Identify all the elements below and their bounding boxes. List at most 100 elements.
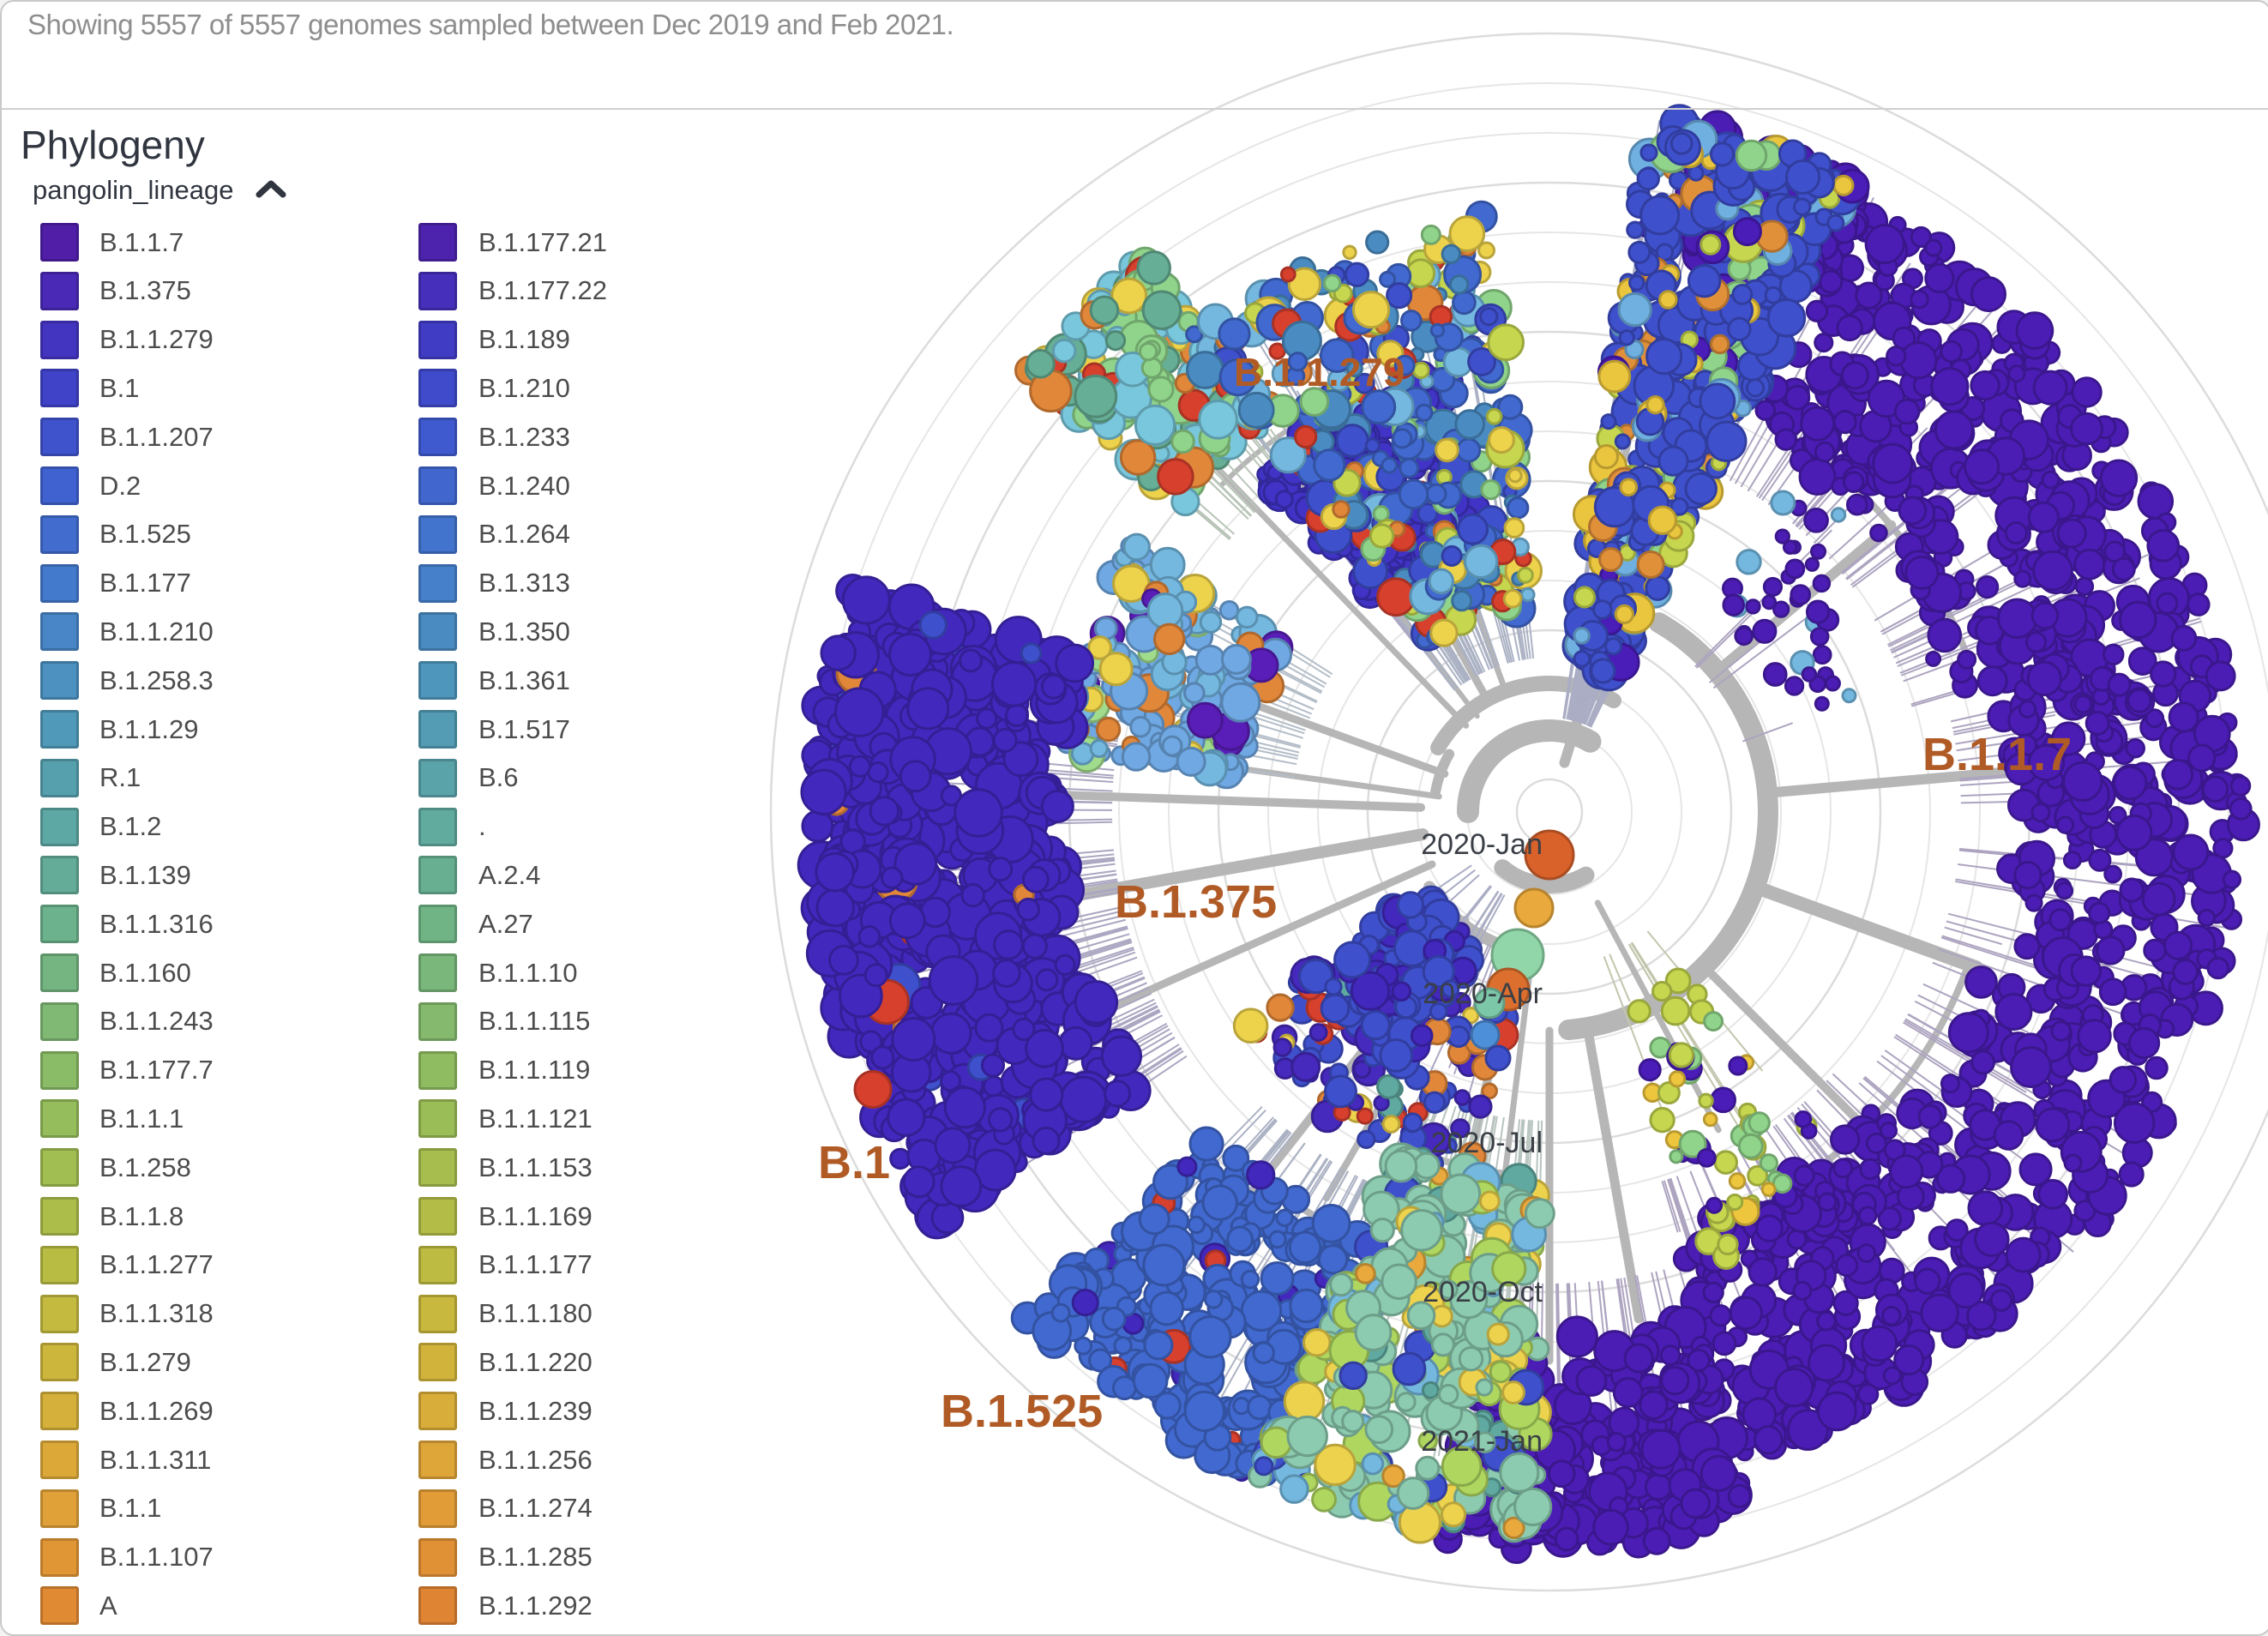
legend-swatch	[40, 1441, 79, 1479]
legend-item[interactable]: B.1.177	[40, 563, 191, 603]
legend-item[interactable]: A	[40, 1586, 117, 1626]
legend-item[interactable]: B.1.258.3	[40, 661, 214, 701]
legend-item[interactable]: B.1.1.292	[418, 1586, 593, 1626]
legend-label: B.1.1.318	[99, 1298, 214, 1329]
legend-item[interactable]: B.1.1.177	[418, 1245, 593, 1284]
legend-item[interactable]: B.1.313	[418, 563, 570, 603]
legend-item[interactable]: B.1.1.285	[418, 1537, 593, 1577]
legend-item[interactable]: B.1.177.7	[40, 1050, 214, 1090]
legend-item[interactable]: B.1.1.10	[418, 953, 577, 992]
legend-item[interactable]: B.1.1.269	[40, 1392, 214, 1431]
legend-item[interactable]: B.1.1.243	[40, 1001, 214, 1041]
legend-swatch	[40, 1537, 79, 1577]
legend-item[interactable]: B.1.1.277	[40, 1245, 214, 1284]
legend-item[interactable]: B.1.240	[418, 466, 570, 505]
legend-swatch	[418, 418, 457, 457]
legend-label: .	[478, 811, 486, 842]
legend-item[interactable]: B.1.1.121	[418, 1099, 593, 1139]
legend-swatch	[40, 223, 79, 262]
legend-item[interactable]: B.1.1.8	[40, 1197, 183, 1236]
legend-item[interactable]: B.1.279	[40, 1343, 191, 1382]
legend-label: B.1.1.121	[478, 1103, 593, 1134]
legend-item[interactable]: B.1.1.279	[40, 320, 214, 359]
legend-label: B.1.1.243	[99, 1006, 214, 1037]
tree-tips[interactable]	[797, 104, 2260, 1565]
legend-label: B.1.177	[99, 568, 191, 598]
legend-swatch	[418, 223, 457, 262]
legend-item[interactable]: A.27	[418, 905, 533, 944]
legend-swatch	[40, 1294, 79, 1333]
legend-item[interactable]: B.1.375	[40, 271, 191, 310]
legend-label: B.1.1.269	[99, 1395, 214, 1426]
legend-item[interactable]: B.1.1.180	[418, 1294, 593, 1333]
legend-item[interactable]: B.1.189	[418, 320, 570, 359]
legend-item[interactable]: B.1.1.256	[418, 1441, 593, 1479]
chevron-up-icon	[256, 175, 286, 206]
legend-item[interactable]: B.1.517	[418, 710, 570, 749]
legend-swatch	[40, 612, 79, 652]
legend-item[interactable]: B.1.361	[418, 661, 570, 701]
legend-item[interactable]: .	[418, 807, 486, 846]
legend-item[interactable]: B.1.1.318	[40, 1294, 214, 1333]
legend-item[interactable]: B.1.1.7	[40, 223, 183, 262]
legend-item[interactable]: B.1.1.115	[418, 1001, 590, 1041]
legend-item[interactable]: B.1.177.21	[418, 223, 607, 262]
legend-item[interactable]: B.1	[40, 369, 140, 408]
legend-item[interactable]: B.1.1.207	[40, 418, 214, 457]
legend-swatch	[418, 710, 457, 749]
legend-item[interactable]: B.1.1.107	[40, 1537, 214, 1577]
legend-label: B.6	[478, 762, 519, 793]
legend-item[interactable]: B.1.2	[40, 807, 161, 846]
legend-item[interactable]: B.1.160	[40, 953, 191, 992]
legend-item[interactable]: B.1.177.22	[418, 271, 607, 310]
legend-swatch	[418, 466, 457, 505]
legend-item[interactable]: B.1.1.1	[40, 1099, 183, 1139]
legend-swatch	[418, 320, 457, 359]
legend-item[interactable]: B.1.525	[40, 514, 191, 554]
legend-colorby-toggle[interactable]: pangolin_lineage	[33, 175, 286, 206]
legend-swatch	[40, 1099, 79, 1139]
legend-item[interactable]: R.1	[40, 758, 141, 797]
legend-item[interactable]: B.1.1.119	[418, 1050, 590, 1090]
legend-item[interactable]: B.1.350	[418, 612, 570, 652]
legend-swatch	[418, 1197, 457, 1236]
header-divider	[2, 108, 2268, 110]
legend-item[interactable]: B.1.233	[418, 418, 570, 457]
legend-item[interactable]: A.2.4	[418, 856, 540, 895]
legend-item[interactable]: B.1.1.169	[418, 1197, 593, 1236]
legend-swatch	[40, 1245, 79, 1284]
legend-item[interactable]: B.1.210	[418, 369, 570, 408]
legend-item[interactable]: B.1.1.153	[418, 1148, 593, 1188]
legend-label: B.1.1.256	[478, 1444, 593, 1475]
legend-swatch	[40, 1001, 79, 1041]
legend-item[interactable]: B.1.1.239	[418, 1392, 593, 1431]
legend-label: B.1.1.277	[99, 1249, 214, 1280]
legend-item[interactable]: B.1.1.274	[418, 1489, 593, 1528]
legend-swatch	[40, 514, 79, 554]
legend-label: B.1.517	[478, 713, 570, 744]
legend-label: B.1.313	[478, 568, 570, 598]
legend-swatch	[418, 953, 457, 992]
legend-item[interactable]: B.1.1	[40, 1489, 161, 1528]
svg-text:2020-Jan: 2020-Jan	[1421, 828, 1543, 861]
legend-swatch	[40, 953, 79, 992]
legend-swatch	[40, 661, 79, 701]
legend-item[interactable]: B.1.1.311	[40, 1441, 211, 1479]
legend: B.1.1.7 B.1.177.21 B.1.375 B.1.177.22 B.1.1.…	[2, 2, 791, 1634]
legend-item[interactable]: D.2	[40, 466, 141, 505]
legend-item[interactable]: B.6	[418, 758, 519, 797]
legend-item[interactable]: B.1.1.210	[40, 612, 214, 652]
legend-label: B.1	[99, 372, 140, 403]
legend-item[interactable]: B.1.1.29	[40, 710, 198, 749]
legend-swatch	[40, 369, 79, 408]
legend-label: A.27	[478, 908, 533, 939]
legend-item[interactable]: B.1.264	[418, 514, 570, 554]
legend-swatch	[418, 1050, 457, 1090]
legend-item[interactable]: B.1.139	[40, 856, 191, 895]
legend-label: B.1.525	[99, 519, 191, 550]
legend-item[interactable]: B.1.1.220	[418, 1343, 593, 1382]
svg-text:B.1.1.279: B.1.1.279	[1234, 350, 1405, 394]
legend-item[interactable]: B.1.258	[40, 1148, 191, 1188]
legend-item[interactable]: B.1.1.316	[40, 905, 214, 944]
